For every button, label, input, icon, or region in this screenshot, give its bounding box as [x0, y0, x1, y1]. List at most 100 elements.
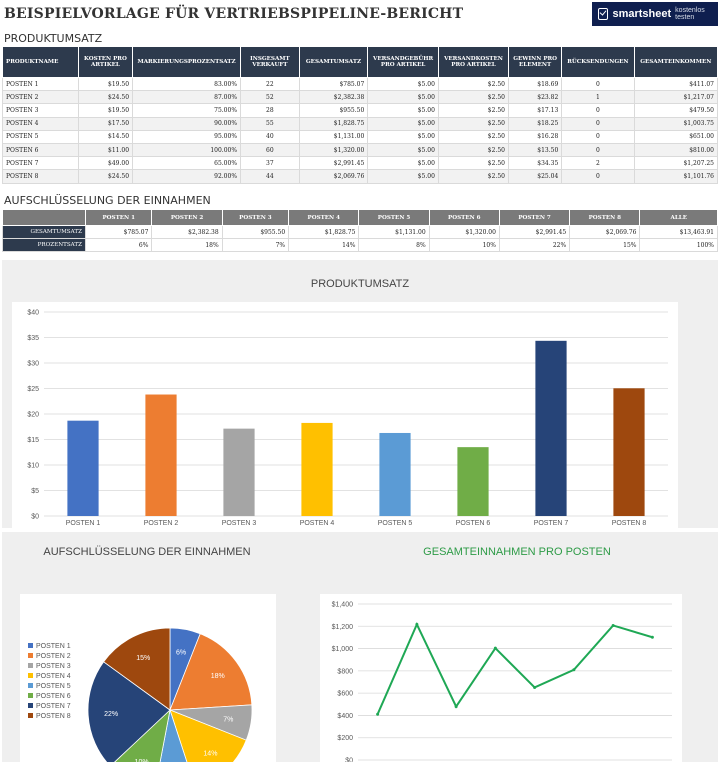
bar-3	[223, 428, 255, 516]
sales-cell: $49.00	[77, 156, 134, 171]
sales-cell: 60	[240, 142, 300, 158]
sales-table-header: PRODUKTNAME KOSTEN PRO ARTIKEL MARKIERUNGS…	[2, 46, 719, 78]
sales-cell: 65.00%	[132, 156, 242, 171]
logo-brand: smartsheet	[612, 8, 672, 20]
breakdown-cell: 8%	[358, 238, 430, 252]
breakdown-cell: 14%	[288, 238, 360, 252]
sales-cell: $5.00	[367, 169, 439, 184]
pie-data-label: 18%	[211, 673, 225, 680]
bar-y-tick-label: $35	[27, 335, 39, 342]
sales-cell: $5.00	[367, 156, 439, 171]
sales-col-header: PRODUKTNAME	[2, 46, 79, 78]
sales-table: PRODUKTNAME KOSTEN PRO ARTIKEL MARKIERUNGS…	[2, 46, 719, 184]
breakdown-cell: 18%	[151, 238, 223, 252]
sales-col-header: GESAMTEINKOMMEN	[633, 46, 719, 78]
breakdown-cell: 100%	[639, 238, 718, 252]
sales-cell: 0	[561, 116, 635, 131]
sales-cell: 83.00%	[132, 76, 242, 92]
sales-cell: $19.50	[77, 103, 134, 118]
bar-x-tick-label: POSTEN 2	[144, 520, 179, 527]
pie-data-label: 7%	[223, 717, 233, 724]
sales-col-header: KOSTEN PRO ARTIKEL	[77, 46, 134, 78]
bar-4	[301, 422, 333, 516]
breakdown-cell: $2,069.76	[569, 225, 641, 239]
line-point-1	[376, 712, 380, 716]
breakdown-cell: $955.50	[221, 225, 290, 239]
sales-cell: $23.82	[507, 90, 563, 105]
line-point-4	[493, 646, 497, 650]
bar-2	[145, 394, 177, 516]
line-y-tick-label: $1,200	[332, 624, 354, 631]
sales-cell: 28	[240, 103, 300, 118]
sales-cell: $411.07	[633, 76, 719, 92]
sales-cell: $810.00	[633, 142, 719, 158]
sales-cell: $955.50	[298, 103, 369, 118]
lower-charts-panel: AUFSCHLÜSSELUNG DER EINNAHMEN 6% 18% 7% 14%…	[2, 532, 718, 766]
bar-y-tick-label: $30	[27, 361, 39, 368]
breakdown-cell: $13,463.91	[639, 225, 718, 239]
breakdown-cell: 6%	[84, 238, 153, 252]
breakdown-col-header: POSTEN 1	[84, 209, 153, 226]
pie-legend-label: POSTEN 8	[36, 713, 71, 720]
sales-cell: 75.00%	[132, 103, 242, 118]
breakdown-col-header: POSTEN 6	[428, 209, 500, 226]
sales-cell: $2.50	[437, 76, 509, 92]
sales-cell: POSTEN 1	[2, 76, 79, 92]
sales-cell: $2.50	[437, 129, 509, 144]
breakdown-col-header: POSTEN 7	[498, 209, 571, 226]
pie-legend-swatch	[28, 713, 33, 718]
sales-cell: $25.04	[507, 169, 563, 184]
breakdown-cell: 10%	[428, 238, 500, 252]
sales-cell: $16.28	[507, 129, 563, 144]
sales-col-header: VERSANDGEBÜHR PRO ARTIKEL	[367, 46, 439, 78]
sales-cell: $34.35	[507, 156, 563, 171]
bar-1	[67, 420, 99, 516]
sales-table-row: POSTEN 1 $19.50 83.00% 22 $785.07 $5.00 $2.50 $…	[2, 76, 719, 92]
sales-cell: POSTEN 7	[2, 156, 79, 171]
sales-cell: 55	[240, 116, 300, 131]
sales-cell: 0	[561, 76, 635, 92]
bar-x-tick-label: POSTEN 8	[612, 520, 647, 527]
line-point-8	[650, 635, 654, 639]
sales-col-header: GEWINN PRO ELEMENT	[507, 46, 563, 78]
line-y-tick-label: $0	[345, 758, 353, 763]
sales-cell: 92.00%	[132, 169, 242, 184]
breakdown-cell: 7%	[221, 238, 290, 252]
breakdown-col-header: POSTEN 8	[569, 209, 641, 226]
pie-legend-label: POSTEN 4	[36, 673, 71, 680]
breakdown-cell: $2,991.45	[498, 225, 571, 239]
sales-cell: 2	[561, 156, 635, 171]
smartsheet-logo-button[interactable]: smartsheet kostenlos testen	[592, 2, 718, 26]
breakdown-row-label: GESAMTUMSATZ	[2, 225, 86, 239]
breakdown-cell: $1,320.00	[428, 225, 500, 239]
bar-x-tick-label: POSTEN 5	[378, 520, 413, 527]
pie-slice-4	[169, 709, 247, 766]
sales-cell: $5.00	[367, 129, 439, 144]
breakdown-cell: 15%	[569, 238, 641, 252]
sales-cell: $1,320.00	[298, 142, 369, 158]
line-y-tick-label: $200	[337, 735, 353, 742]
breakdown-cell: $785.07	[84, 225, 153, 239]
line-point-6	[572, 668, 576, 672]
sales-cell: $18.25	[507, 116, 563, 131]
line-chart-svg: $0 $200 $400 $600 $800 $1,000 $1,200 $1,400	[332, 602, 672, 765]
bar-chart-title: PRODUKTUMSATZ	[310, 278, 410, 290]
breakdown-table: POSTEN 1 POSTEN 2 POSTEN 3 POSTEN 4 POSTEN 5…	[2, 209, 718, 252]
sales-cell: $17.50	[77, 116, 134, 131]
breakdown-col-header: POSTEN 3	[221, 209, 290, 226]
line-y-tick-label: $800	[337, 668, 353, 675]
breakdown-col-header: POSTEN 4	[288, 209, 360, 226]
sales-cell: POSTEN 2	[2, 90, 79, 105]
sales-cell: $5.00	[367, 142, 439, 158]
sales-cell: $2.50	[437, 103, 509, 118]
sales-cell: POSTEN 8	[2, 169, 79, 184]
breakdown-cell: $2,382.38	[151, 225, 223, 239]
breakdown-cell: 22%	[498, 238, 571, 252]
bar-8	[613, 388, 645, 516]
sales-table-body: POSTEN 1 $19.50 83.00% 22 $785.07 $5.00 $2.50 $…	[2, 76, 719, 184]
pie-legend-swatch	[28, 653, 33, 658]
sales-cell: 0	[561, 129, 635, 144]
sales-table-row: POSTEN 7 $49.00 65.00% 37 $2,991.45 $5.00 $2.5…	[2, 156, 719, 171]
